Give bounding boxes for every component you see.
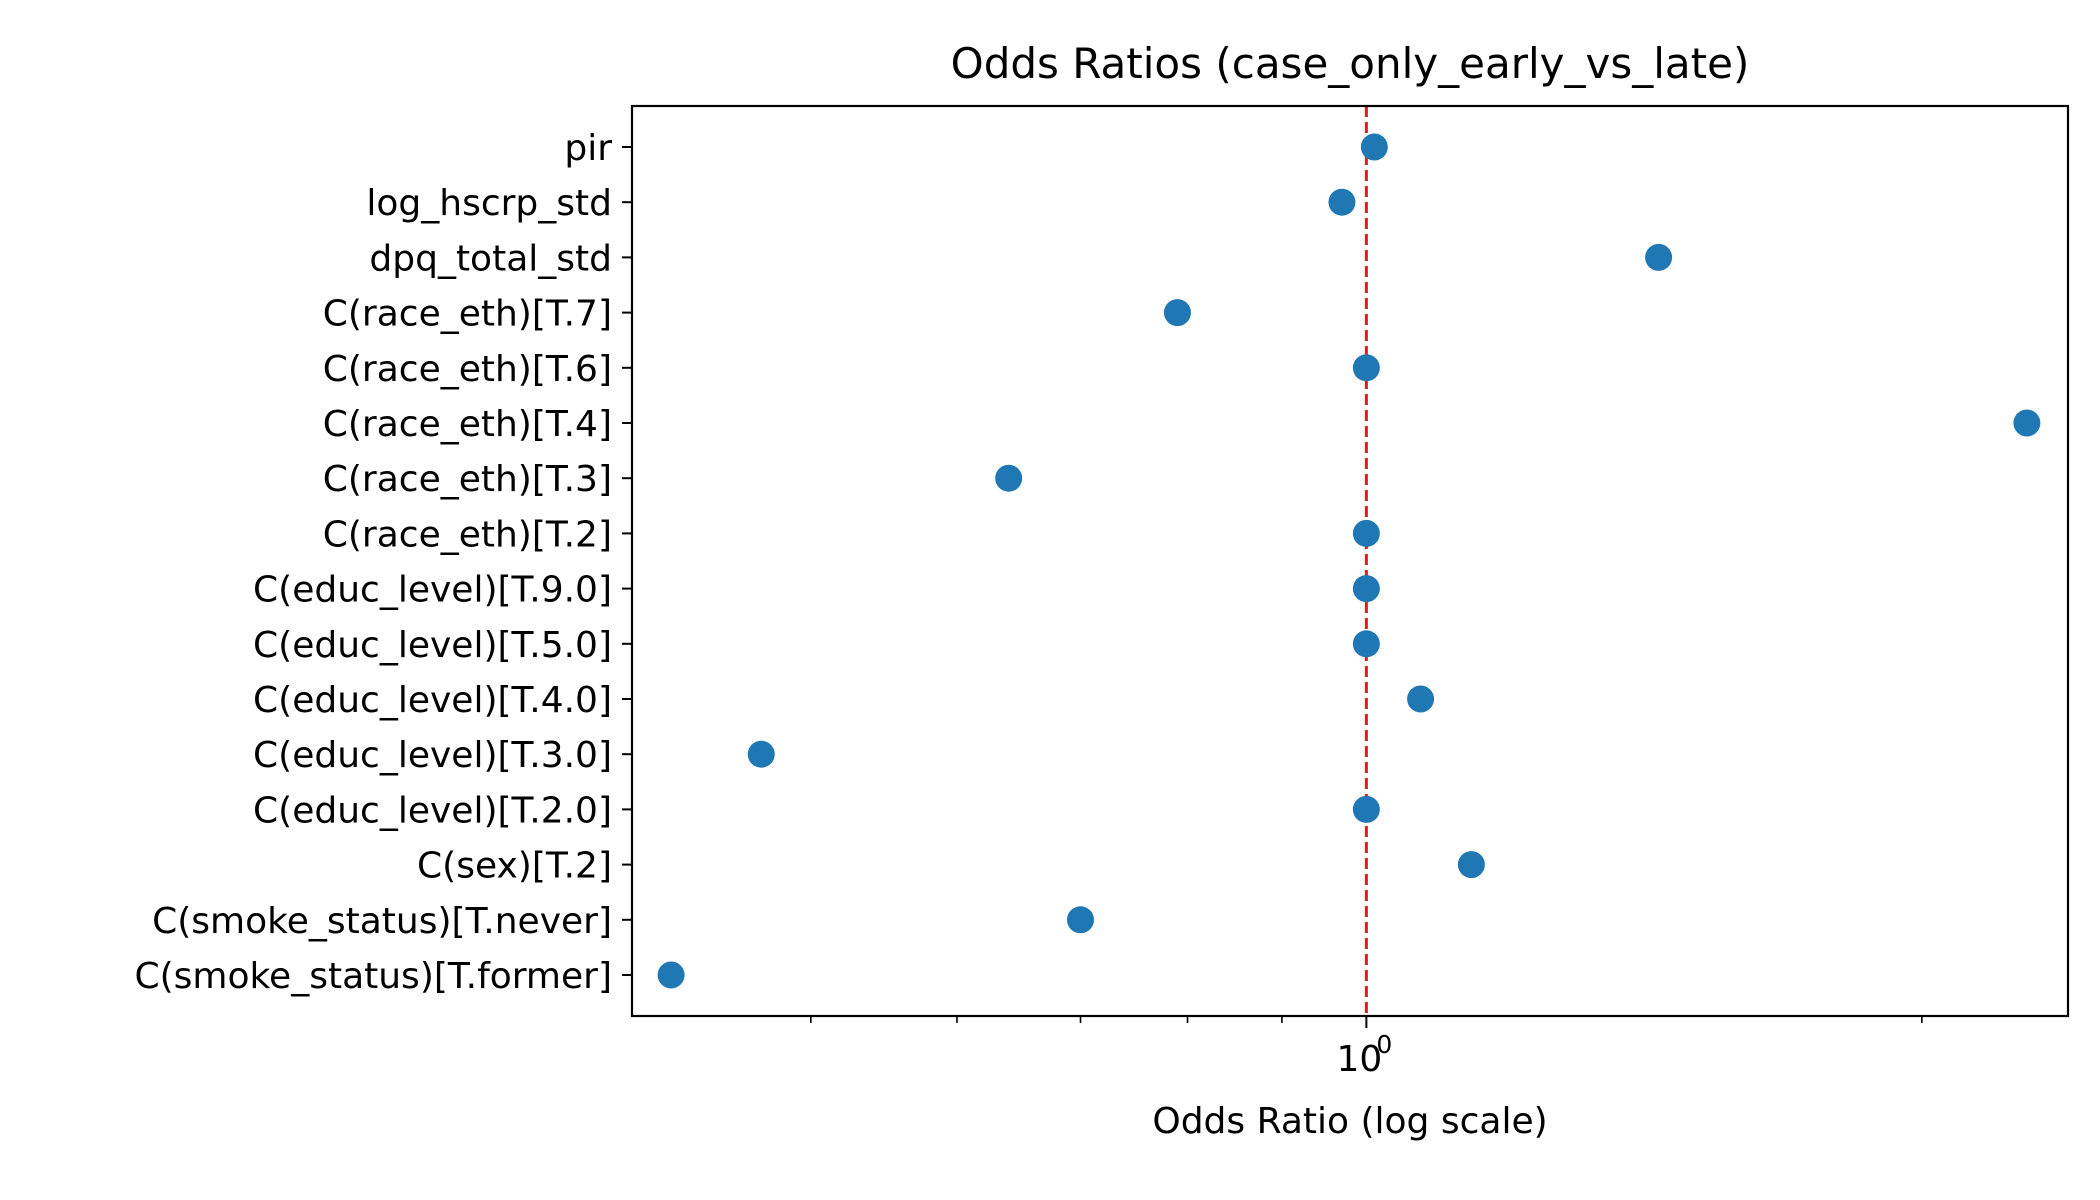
y-tick-label: C(race_eth)[T.4] — [323, 404, 612, 445]
y-tick-label: pir — [564, 128, 612, 169]
data-point — [2013, 409, 2041, 437]
chart-title: Odds Ratios (case_only_early_vs_late) — [951, 39, 1750, 88]
y-tick-label: C(educ_level)[T.5.0] — [253, 625, 612, 666]
plot-area: pir log_hscrp_std dpq_total_std C(race_eth)… — [134, 104, 2070, 1080]
data-point — [1360, 133, 1388, 161]
y-tick-label: C(smoke_status)[T.former] — [134, 956, 612, 997]
data-point — [1407, 685, 1435, 713]
data-point — [995, 464, 1023, 492]
y-tick-label: C(smoke_status)[T.never] — [152, 901, 612, 942]
y-tick-label: C(race_eth)[T.6] — [323, 349, 612, 390]
y-tick-label: C(race_eth)[T.3] — [323, 459, 612, 500]
axes-frame — [630, 104, 2070, 1018]
data-point — [1457, 851, 1485, 879]
y-tick-label: C(educ_level)[T.3.0] — [253, 735, 612, 776]
x-tick-exponent: 0 — [1376, 1030, 1392, 1059]
data-point — [1352, 575, 1380, 603]
x-tick-label: 10 — [1336, 1039, 1382, 1080]
data-point — [1067, 906, 1095, 934]
y-tick-label: C(educ_level)[T.9.0] — [253, 570, 612, 611]
data-point — [1352, 630, 1380, 658]
y-tick-label: dpq_total_std — [369, 238, 612, 279]
data-point — [1163, 299, 1191, 327]
data-point — [657, 961, 685, 989]
y-tick-label: C(race_eth)[T.7] — [323, 294, 612, 335]
y-tick-label: C(sex)[T.2] — [417, 846, 612, 887]
data-point — [1352, 795, 1380, 823]
x-axis-label: Odds Ratio (log scale) — [1152, 1101, 1547, 1142]
data-point — [1645, 243, 1673, 271]
data-point — [747, 740, 775, 768]
y-tick-label: C(educ_level)[T.4.0] — [253, 680, 612, 721]
y-tick-label: C(race_eth)[T.2] — [323, 514, 612, 555]
data-point — [1328, 188, 1356, 216]
y-tick-label: C(educ_level)[T.2.0] — [253, 790, 612, 831]
data-point — [1352, 519, 1380, 547]
y-tick-label: log_hscrp_std — [366, 183, 612, 224]
data-point — [1352, 354, 1380, 382]
